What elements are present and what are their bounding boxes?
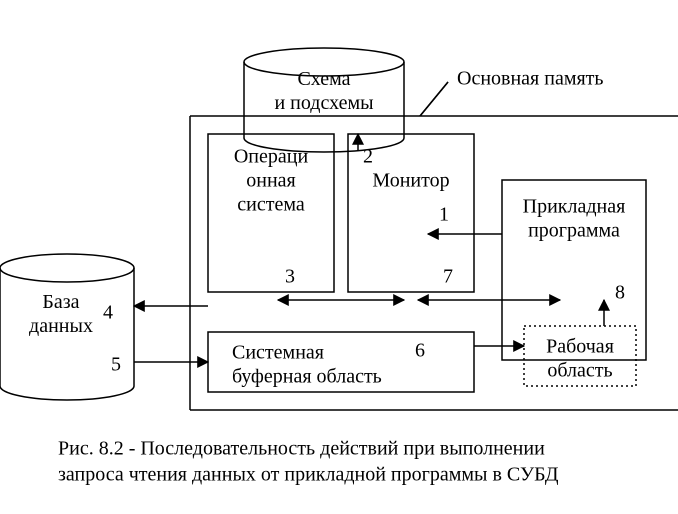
step-number-2: 2 — [363, 146, 373, 168]
step-number-1: 1 — [439, 204, 449, 226]
node-os-label: Операци — [234, 146, 309, 168]
node-app-label: Прикладная — [523, 196, 626, 218]
node-db-label: данных — [29, 315, 93, 337]
caption-line: Рис. 8.2 - Последовательность действий п… — [58, 438, 545, 460]
step-number-6: 6 — [415, 340, 425, 362]
node-sysbuf-label: Системная — [232, 342, 324, 364]
step-number-5: 5 — [111, 354, 121, 376]
node-workarea-label: Рабочая — [546, 336, 614, 358]
node-monitor-label: Монитор — [372, 170, 449, 192]
step-number-7: 7 — [443, 266, 453, 288]
caption-line: запроса чтения данных от прикладной прог… — [58, 464, 559, 486]
main-memory-label: Основная память — [457, 68, 604, 90]
node-app-label: программа — [528, 220, 620, 242]
node-os-label: система — [237, 194, 305, 216]
node-db-label: База — [42, 291, 79, 313]
step-number-3: 3 — [285, 266, 295, 288]
node-sysbuf-label: буферная область — [232, 366, 382, 388]
node-schema-label: Схема — [297, 68, 350, 90]
mem-label-leader — [420, 82, 448, 116]
step-number-8: 8 — [615, 282, 625, 304]
node-schema-label: и подсхемы — [274, 92, 373, 114]
node-workarea-label: область — [547, 360, 612, 382]
step-number-4: 4 — [103, 302, 113, 324]
node-os-label: онная — [246, 170, 295, 192]
